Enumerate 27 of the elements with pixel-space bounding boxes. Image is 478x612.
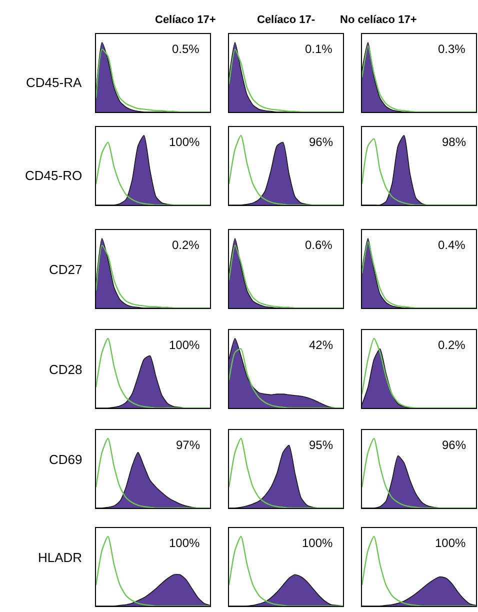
annotation: 98%	[442, 135, 466, 149]
y-axis-title: CD45-RO	[25, 168, 82, 183]
annotation: 0.3%	[438, 42, 466, 56]
y-axis-title: CD45-RA	[26, 75, 82, 90]
annotation: 42%	[309, 338, 334, 352]
annotation: 0.1%	[305, 42, 333, 56]
annotation: 0.6%	[305, 238, 333, 252]
annotation: 0.2%	[172, 238, 200, 252]
annotation: 0.4%	[438, 238, 466, 252]
annotation: 100%	[169, 338, 200, 352]
annotation: 96%	[442, 438, 466, 452]
annotation: 100%	[169, 536, 200, 550]
y-axis-title: CD28	[49, 362, 82, 377]
annotation: 96%	[309, 135, 334, 149]
annotation: 100%	[435, 536, 466, 550]
y-axis-title: HLADR	[38, 550, 82, 565]
chart-title: Celíaco 17+	[155, 14, 216, 26]
annotation: 97%	[176, 438, 200, 452]
annotation: 95%	[309, 438, 334, 452]
annotation: 100%	[302, 536, 334, 550]
y-axis-title: CD69	[49, 452, 82, 467]
annotation: 100%	[169, 135, 200, 149]
y-axis-title: CD27	[49, 262, 82, 277]
annotation: 0.5%	[172, 42, 200, 56]
chart-title: Celíaco 17-	[257, 14, 316, 26]
chart-title: No celíaco 17+	[340, 14, 417, 26]
annotation: 0.2%	[438, 338, 466, 352]
